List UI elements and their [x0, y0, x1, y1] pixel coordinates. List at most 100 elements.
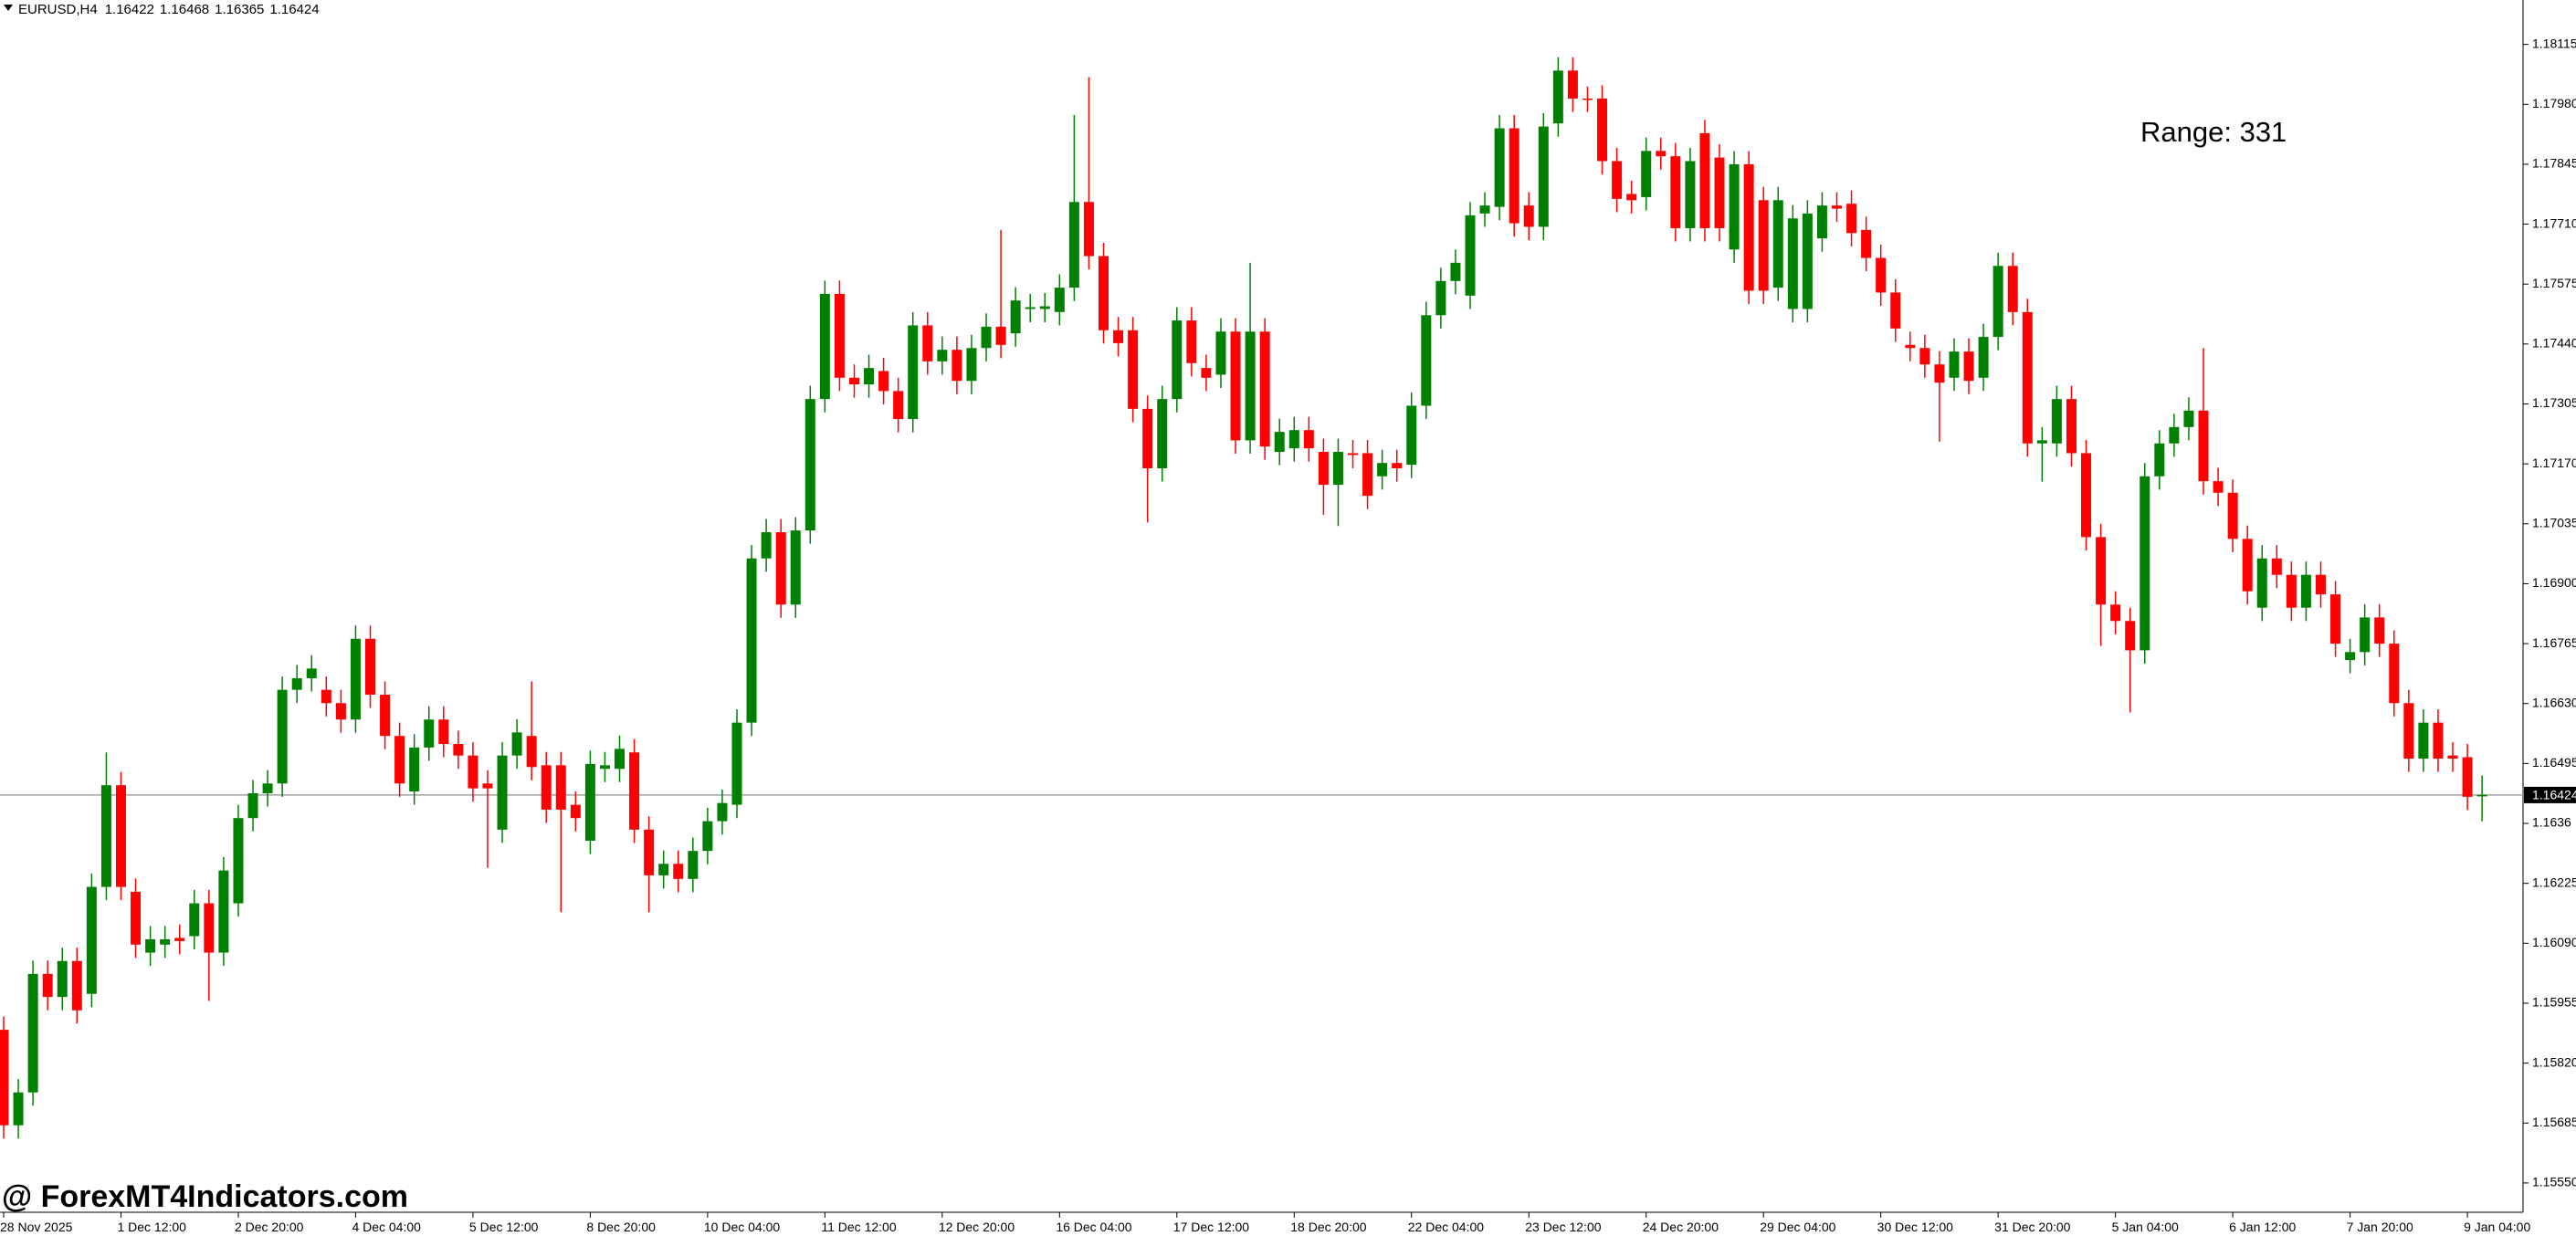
candle: [1083, 77, 1094, 270]
candle: [1054, 274, 1065, 326]
candle-body: [71, 960, 82, 1011]
x-tick-label: 6 Jan 12:00: [2229, 1220, 2296, 1234]
candle: [277, 676, 288, 797]
candle: [453, 730, 464, 770]
candle: [893, 377, 904, 433]
candle: [321, 676, 331, 717]
candle: [2403, 689, 2414, 772]
candle-body: [145, 938, 156, 953]
candle: [790, 517, 801, 618]
candle: [42, 960, 53, 1011]
candle-body: [1362, 453, 1373, 497]
candle: [1538, 112, 1549, 241]
candle: [1494, 114, 1505, 221]
candle-body: [629, 752, 640, 830]
candle-body: [541, 765, 552, 810]
candle: [775, 518, 786, 618]
y-tick-label: 1.15685: [2532, 1115, 2576, 1129]
candle: [100, 752, 111, 901]
candle: [1245, 262, 1256, 454]
candle-body: [995, 326, 1006, 345]
candle: [644, 816, 655, 913]
candle-body: [819, 293, 830, 400]
y-tick-label: 1.15550: [2532, 1175, 2576, 1189]
candle-body: [438, 719, 449, 744]
readout-low: 1.16365: [215, 2, 264, 17]
candle: [615, 735, 626, 782]
candle: [2007, 252, 2018, 326]
candle-body: [2242, 539, 2253, 592]
candle-body: [380, 695, 391, 737]
candle: [2330, 581, 2341, 657]
candle-body: [1406, 405, 1417, 466]
candle: [189, 889, 200, 950]
candle: [424, 706, 435, 761]
candle: [1787, 204, 1798, 323]
y-tick-label: 1.16225: [2532, 875, 2576, 889]
candle: [1435, 267, 1446, 329]
candle-body: [453, 743, 464, 756]
current-price-tag: [2524, 786, 2576, 803]
candle: [1861, 216, 1872, 272]
candle-body: [57, 960, 68, 998]
candle: [2433, 709, 2444, 772]
candle-body: [1392, 463, 1403, 469]
candle: [27, 960, 38, 1106]
candle: [1685, 147, 1696, 242]
candle: [2345, 638, 2356, 674]
candle-body: [2081, 453, 2092, 538]
candle: [1992, 252, 2003, 351]
candle: [1128, 317, 1139, 423]
candle-body: [468, 755, 478, 789]
candle-body: [2007, 266, 2018, 312]
candle: [1963, 338, 1974, 394]
candle-body: [1348, 453, 1359, 456]
x-tick-label: 29 Dec 04:00: [1760, 1220, 1835, 1234]
y-tick-label: 1.17305: [2532, 395, 2576, 410]
candle-body: [365, 638, 375, 696]
readout-high: 1.16468: [160, 2, 209, 17]
x-tick-label: 8 Dec 20:00: [586, 1220, 656, 1234]
candle-body: [555, 765, 566, 810]
x-tick-label: 4 Dec 04:00: [352, 1220, 421, 1234]
candle-body: [482, 783, 493, 789]
candle: [2036, 426, 2047, 482]
candle: [908, 311, 919, 433]
candle: [761, 518, 772, 572]
candle: [1318, 438, 1329, 516]
candle-body: [1656, 151, 1667, 157]
candle-body: [584, 763, 595, 841]
candle-body: [2125, 621, 2136, 651]
candle: [335, 689, 346, 733]
candle: [174, 924, 185, 955]
candle: [2256, 545, 2267, 622]
candle-body: [893, 391, 904, 420]
candle-body: [1832, 205, 1842, 209]
candle-body: [848, 377, 859, 385]
candle-body: [2096, 537, 2107, 605]
range-annotation: Range: 331: [2140, 116, 2287, 148]
candle: [731, 709, 742, 819]
candle: [658, 850, 669, 889]
candle-body: [0, 1030, 9, 1126]
candle-body: [1743, 163, 1754, 291]
candle-body: [2447, 755, 2458, 759]
candle-body: [1552, 70, 1563, 124]
x-tick-label: 16 Dec 04:00: [1056, 1220, 1131, 1234]
y-tick-label: 1.18115: [2532, 36, 2576, 50]
x-tick-label: 23 Dec 12:00: [1525, 1220, 1601, 1234]
candle: [1186, 307, 1197, 377]
candle-body: [2213, 481, 2224, 493]
x-tick-label: 7 Jan 20:00: [2347, 1220, 2413, 1234]
candle: [995, 229, 1006, 359]
candle: [511, 718, 522, 770]
candle-body: [1142, 408, 1153, 469]
candle-body: [1772, 200, 1783, 288]
candle: [1068, 114, 1079, 301]
candle-body: [1787, 218, 1798, 309]
candle-body: [1245, 331, 1256, 441]
candle: [688, 837, 699, 893]
collapse-arrow[interactable]: [4, 5, 13, 11]
